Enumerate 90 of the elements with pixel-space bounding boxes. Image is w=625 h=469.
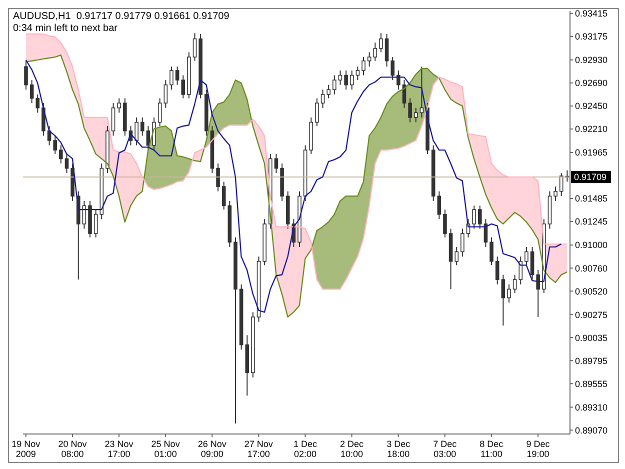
candlestick (134, 116, 138, 146)
candlestick (216, 163, 220, 192)
y-tick-label: 0.90760 (575, 263, 608, 274)
candlestick (384, 34, 389, 68)
candlestick (140, 116, 144, 136)
candlestick (472, 205, 476, 230)
candlestick (320, 89, 325, 108)
y-tick-label: 0.92930 (575, 55, 608, 66)
candlestick (158, 98, 162, 127)
chart-title: AUDUSD,H1 0.91717 0.91779 0.91661 0.91709 (13, 11, 230, 23)
candlestick (443, 209, 447, 238)
x-tick-label: 23 Nov 17:00 (104, 439, 134, 459)
candlestick (24, 60, 28, 90)
y-tick-label: 0.90035 (575, 332, 608, 343)
candlestick (495, 256, 500, 285)
y-tick-label: 0.89070 (575, 425, 608, 436)
y-tick-label: 0.92210 (575, 124, 608, 134)
candlestick (460, 228, 464, 258)
candlestick (42, 102, 46, 136)
candlestick (338, 70, 342, 86)
candlestick (379, 32, 383, 53)
candlestick (36, 94, 40, 114)
y-tick-label: 0.93175 (575, 32, 608, 42)
candlestick (326, 84, 330, 99)
candlestick (478, 205, 482, 230)
candlestick (192, 32, 197, 62)
candlestick (524, 246, 528, 266)
candlestick (414, 107, 418, 123)
y-tick-label: 0.89310 (575, 402, 608, 412)
candlestick (559, 172, 564, 197)
candlestick (530, 246, 534, 280)
x-tick-label: 8 Dec 11:00 (480, 439, 504, 459)
candlestick (181, 74, 186, 99)
candlestick (344, 70, 348, 90)
candlestick (53, 135, 57, 154)
candlestick (111, 102, 116, 136)
x-tick-label: 19 Nov 2009 (12, 439, 41, 459)
y-tick-label: 0.93415 (575, 8, 608, 19)
candlestick (554, 186, 558, 202)
text: 0:34 min left to next bar (13, 23, 119, 35)
candlestick (362, 56, 366, 76)
candlestick (454, 246, 459, 266)
y-tick-label: 0.90275 (575, 310, 608, 320)
x-tick-label: 9 Dec 19:00 (526, 439, 550, 459)
candlestick (30, 80, 34, 104)
candlestick (367, 52, 372, 68)
candlestick (356, 66, 360, 81)
candlestick (507, 284, 511, 304)
candlestick (315, 98, 319, 127)
candlestick (373, 42, 378, 62)
y-tick-label: 0.89795 (575, 356, 608, 366)
candlestick (536, 269, 540, 318)
x-tick-label: 2 Dec 10:00 (340, 439, 364, 459)
y-tick-label: 0.91965 (575, 148, 608, 158)
y-tick-label: 0.92450 (575, 101, 608, 112)
candlestick (152, 116, 156, 151)
candlestick (175, 66, 180, 86)
candlestick (437, 190, 442, 220)
y-tick-label: 0.89555 (575, 378, 608, 389)
candlestick (408, 98, 412, 123)
x-tick-label: 27 Nov 17:00 (244, 439, 274, 459)
candlestick (512, 274, 517, 294)
candlestick (64, 153, 69, 174)
x-tick-label: 1 Dec 02:00 (293, 439, 318, 459)
x-tick-label: 26 Nov 09:00 (198, 439, 227, 459)
x-tick-label: 3 Dec 18:00 (386, 439, 411, 459)
candlestick (94, 209, 98, 238)
y-tick-label: 0.91245 (575, 216, 608, 227)
candlestick (396, 70, 400, 90)
candlestick (222, 181, 226, 210)
y-tick-label: 0.91485 (575, 194, 608, 204)
x-tick-label: 7 Dec 03:00 (433, 439, 458, 459)
candlestick (332, 74, 336, 95)
candlestick (420, 66, 424, 118)
candlestick (164, 80, 168, 108)
candlestick (390, 56, 395, 81)
candlestick (59, 144, 63, 164)
y-tick-label: 0.91000 (575, 240, 608, 250)
candlestick (117, 98, 122, 114)
candlestick (274, 153, 278, 174)
x-tick-label: 25 Nov 01:00 (151, 439, 180, 459)
candlestick (490, 236, 494, 266)
candlestick (501, 274, 506, 326)
candlestick (350, 70, 354, 90)
candlestick (518, 256, 523, 285)
y-tick-label: 0.90520 (575, 286, 608, 296)
y-tick-label: 0.92690 (575, 78, 608, 88)
x-tick-label: 20 Nov 08:00 (58, 439, 88, 459)
candlestick (170, 66, 174, 90)
ref-line-label: 0.91709 (574, 172, 607, 182)
